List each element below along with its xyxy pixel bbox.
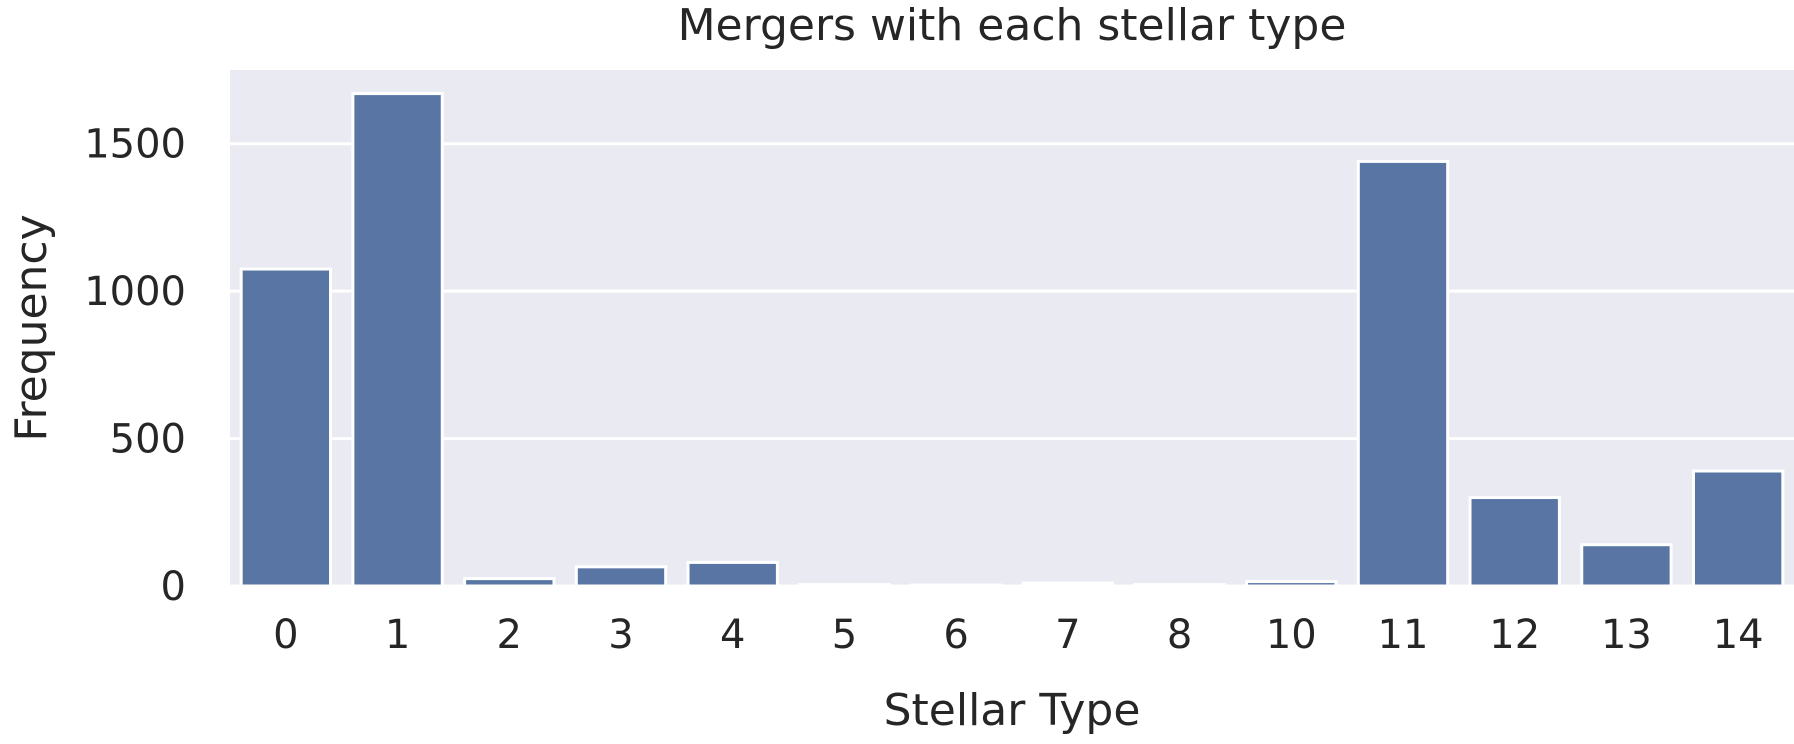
y-axis-label: Frequency	[6, 214, 57, 441]
x-axis-label: Stellar Type	[884, 685, 1141, 736]
bar-1	[351, 92, 444, 588]
x-tick-label: 12	[1489, 612, 1540, 658]
x-tick-label: 7	[1055, 612, 1080, 658]
y-tick-label: 1500	[84, 122, 186, 168]
bar-3	[574, 565, 668, 588]
x-tick-label: 11	[1378, 612, 1429, 658]
bar-13	[1580, 543, 1673, 588]
bar-0	[239, 267, 333, 588]
y-tick-label: 1000	[84, 269, 186, 315]
y-tick-label: 500	[110, 417, 186, 463]
x-tick-label: 4	[720, 612, 745, 658]
x-tick-label: 3	[608, 612, 633, 658]
x-tick-label: 13	[1601, 612, 1652, 658]
x-tick-label: 5	[832, 612, 857, 658]
x-tick-label: 14	[1713, 612, 1764, 658]
x-tick-label: 8	[1167, 612, 1192, 658]
x-tick-label: 10	[1266, 612, 1317, 658]
x-axis-ticks: 0 1 2 3 4 5 6 7 8 10 11 12 13 14	[273, 612, 1763, 658]
bar-6	[909, 583, 1003, 588]
bar-2	[463, 577, 556, 588]
bar-10	[1245, 580, 1338, 588]
bars	[239, 92, 1785, 588]
x-tick-label: 2	[497, 612, 522, 658]
x-tick-label: 6	[943, 612, 968, 658]
y-tick-label: 0	[161, 564, 186, 610]
chart-title: Mergers with each stellar type	[678, 0, 1347, 51]
bar-11	[1356, 159, 1450, 588]
bar-4	[686, 560, 779, 588]
x-tick-label: 1	[385, 612, 410, 658]
bar-8	[1133, 583, 1226, 588]
y-axis-ticks: 0 500 1000 1500	[84, 122, 186, 610]
bar-7	[1021, 581, 1115, 588]
bar-14	[1691, 469, 1785, 588]
bar-12	[1468, 496, 1561, 588]
x-tick-label: 0	[273, 612, 298, 658]
bar-5	[798, 583, 891, 588]
